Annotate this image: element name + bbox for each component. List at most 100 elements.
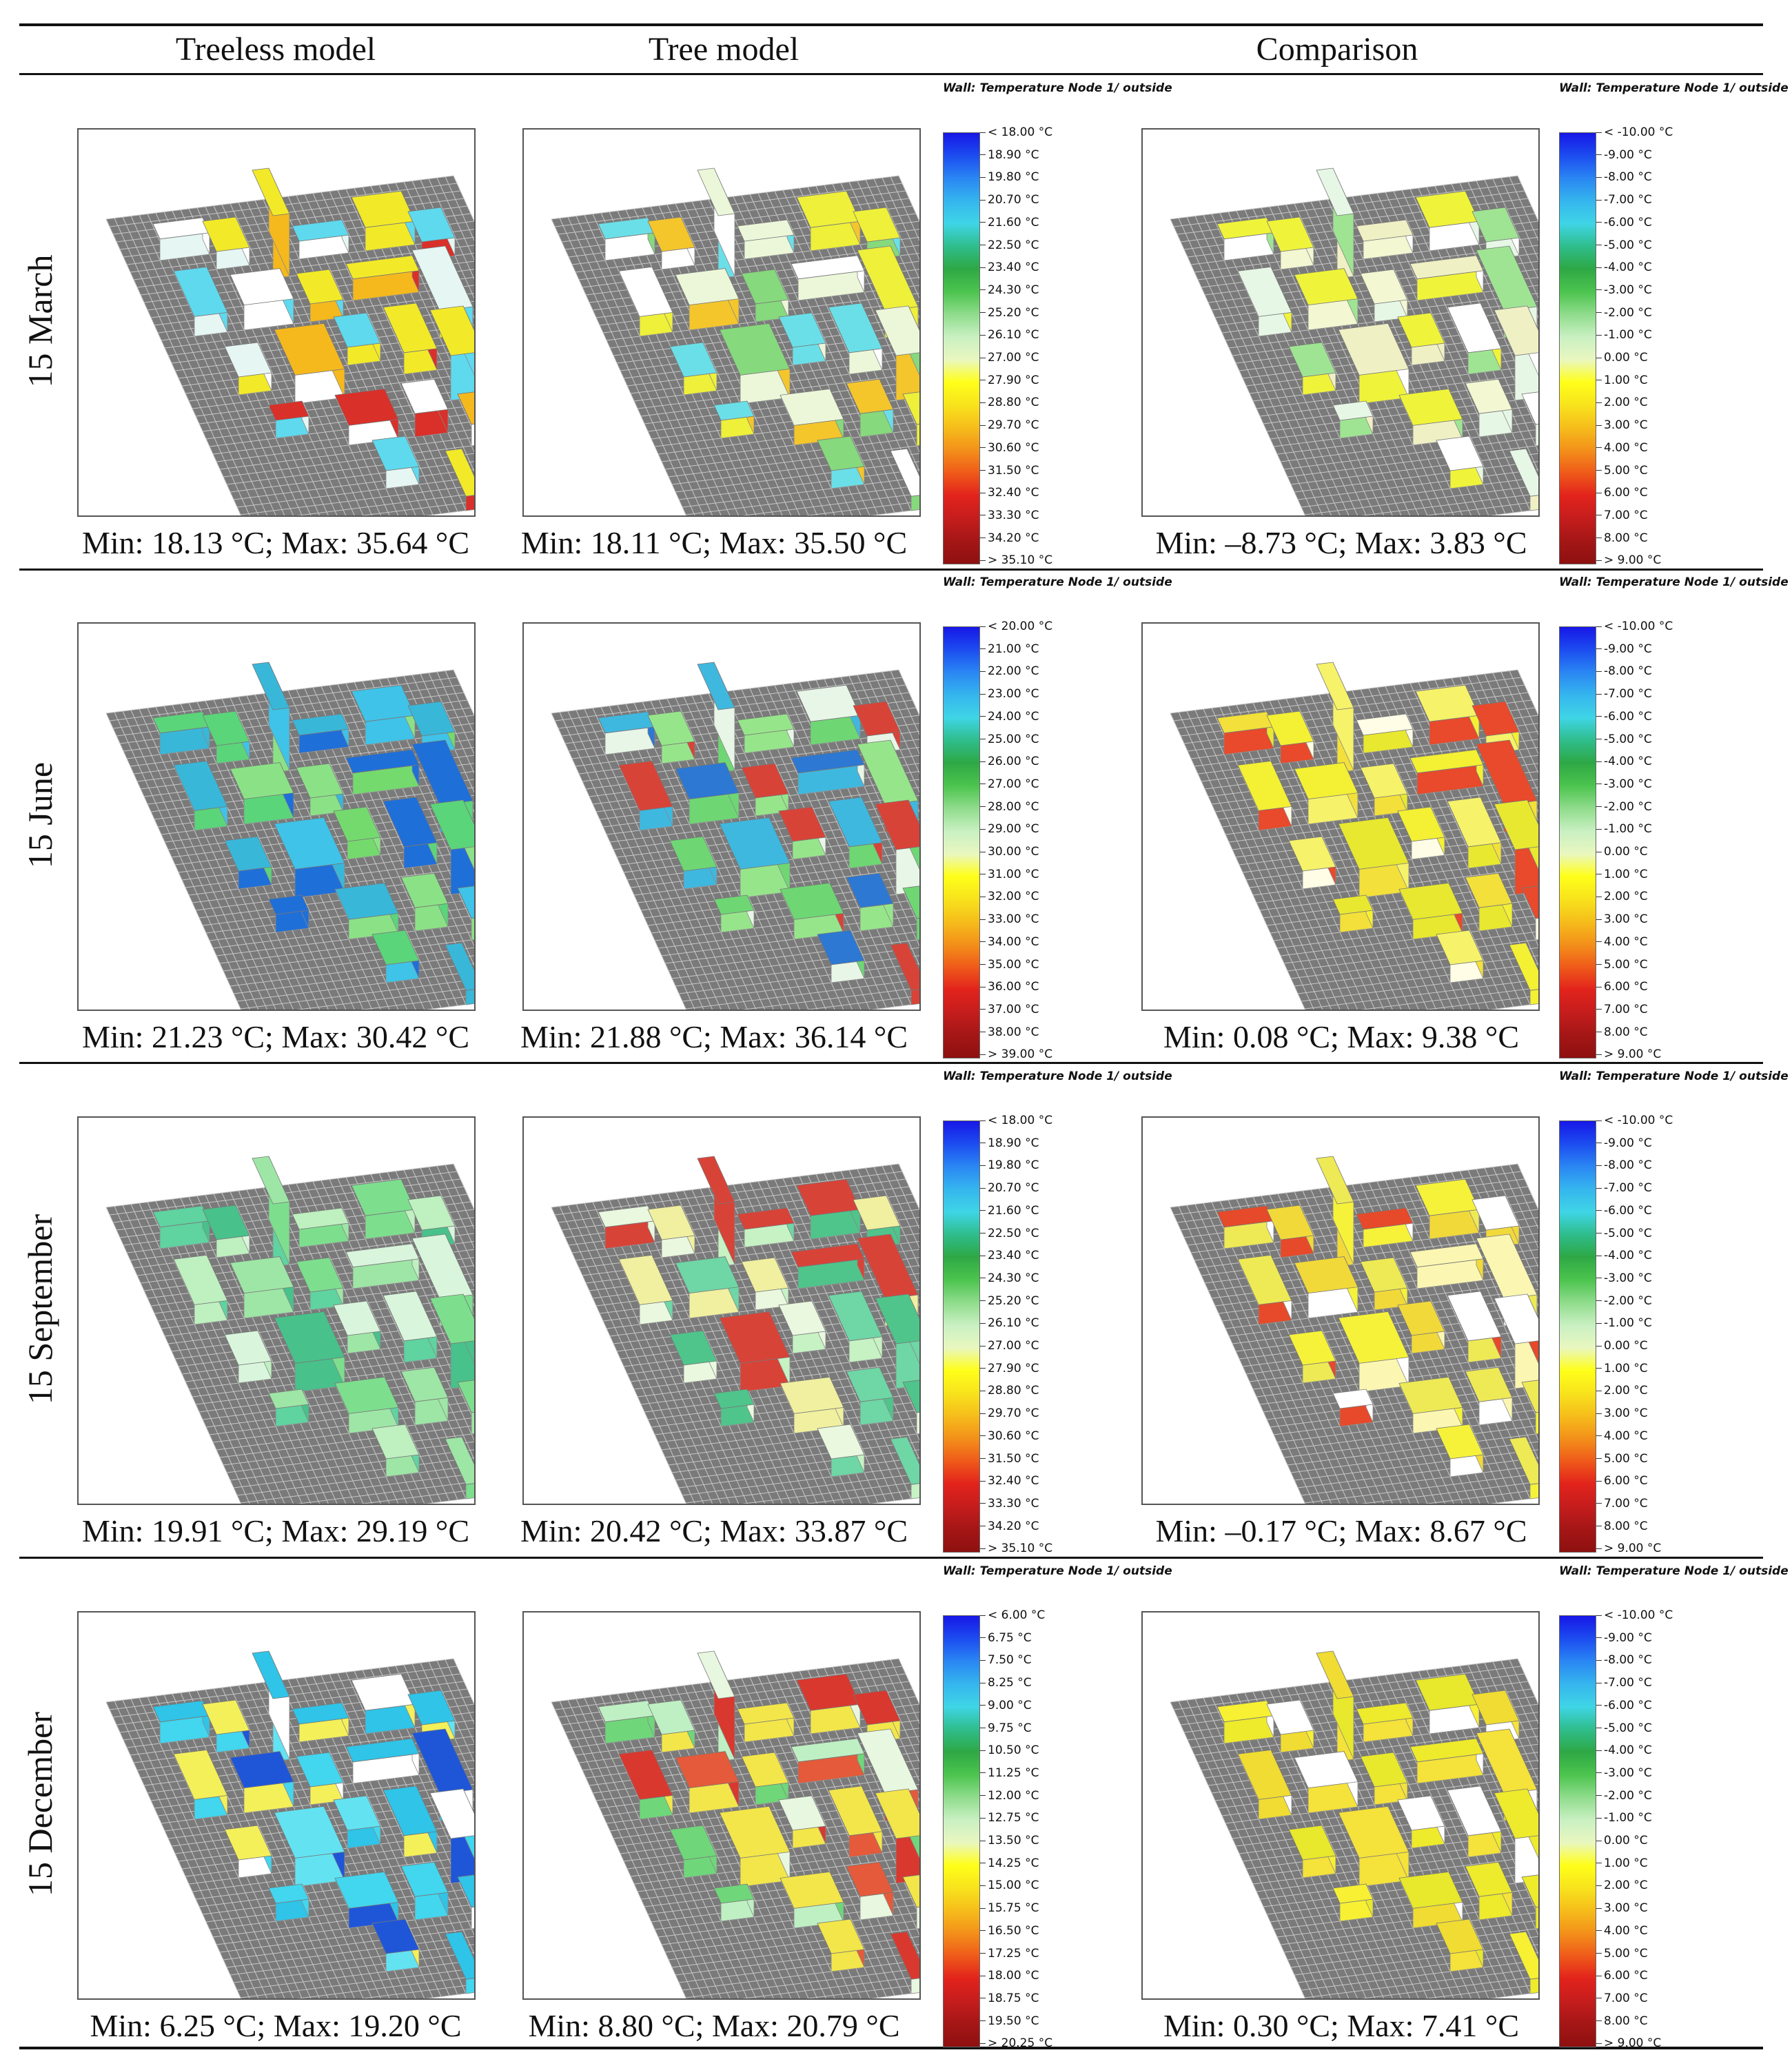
building-block <box>647 216 695 270</box>
building-block <box>252 1156 290 1267</box>
scale-tick-label: 16.50 °C <box>980 1923 1039 1938</box>
scale-tick-label: 17.25 °C <box>980 1946 1039 1961</box>
building-block <box>778 1795 826 1849</box>
scale-tick-label: -2.00 °C <box>1596 305 1652 320</box>
building-block <box>1356 1702 1414 1743</box>
row-label: 15 December <box>21 1712 59 1896</box>
building-block <box>1465 872 1513 932</box>
building-block <box>445 448 474 511</box>
scale-tick-label: 11.25 °C <box>980 1765 1039 1781</box>
building-block <box>1465 1366 1513 1426</box>
city-block-3d-view <box>105 1156 474 1504</box>
scale-tick-label: 0.00 °C <box>1596 350 1648 365</box>
scale-tick-label: 2.00 °C <box>1596 395 1648 410</box>
building-block <box>817 1918 865 1972</box>
scale-tick-label: 32.40 °C <box>980 1473 1039 1488</box>
absolute-scale-labels: < 20.00 °C 21.00 °C 22.00 °C 23.00 °C 24.00 … <box>980 619 1077 1068</box>
building-block <box>675 1256 740 1319</box>
difference-color-scale-bar <box>1559 626 1596 1058</box>
building-block <box>1356 713 1414 754</box>
difference-scale-labels: < -10.00 °C -9.00 °C -8.00 °C -7.00 °C -6.00… <box>1596 619 1693 1068</box>
building-block <box>1338 1805 1409 1887</box>
scale-tick-label: > 35.10 °C <box>980 553 1052 568</box>
difference-scale-labels: < -10.00 °C -9.00 °C -8.00 °C -7.00 °C -6.00… <box>1596 125 1693 574</box>
scale-tick-label: 9.00 °C <box>980 1698 1032 1713</box>
building-block <box>1465 378 1513 438</box>
scale-tick-label: 38.00 °C <box>980 1025 1039 1040</box>
scale-tick-label: 23.40 °C <box>980 260 1039 275</box>
building-block <box>1332 400 1374 439</box>
scale-tick-label: 15.00 °C <box>980 1878 1039 1893</box>
building-block <box>152 1700 210 1744</box>
building-block <box>1288 342 1336 396</box>
building-block <box>1332 894 1374 933</box>
legend-title: Wall: Temperature Node 1/ outside <box>943 1564 1172 1578</box>
building-block <box>333 312 381 366</box>
building-block <box>1316 1650 1354 1762</box>
scale-tick-label: 20.70 °C <box>980 192 1039 207</box>
difference-color-scale-bar <box>1559 1120 1596 1553</box>
building-block <box>902 1874 919 1929</box>
header-rule <box>19 73 1763 75</box>
scale-tick-label: 8.00 °C <box>1596 531 1648 546</box>
city-block-3d-view <box>1170 1156 1538 1504</box>
building-block <box>202 1699 250 1753</box>
scale-tick-label: > 20.25 °C <box>980 2036 1052 2051</box>
scale-tick-label: 22.00 °C <box>980 664 1039 679</box>
building-block <box>1237 1254 1292 1325</box>
building-block <box>202 216 250 270</box>
scale-tick-label: -7.00 °C <box>1596 686 1652 702</box>
scale-tick-label: 27.00 °C <box>980 777 1039 792</box>
building-block <box>1409 255 1484 301</box>
building-block <box>230 762 294 825</box>
building-block <box>1332 1389 1374 1427</box>
city-block-3d-view <box>105 662 474 1010</box>
building-block <box>383 797 438 869</box>
column-header-tree: Tree model <box>648 31 800 68</box>
building-block <box>1465 1861 1513 1921</box>
city-block-3d-view <box>1170 167 1538 515</box>
scale-tick-label: 3.00 °C <box>1596 418 1648 433</box>
building-block <box>1494 799 1538 895</box>
building-block <box>457 1874 474 1929</box>
building-block <box>445 942 474 1005</box>
scale-tick-label: 7.00 °C <box>1596 1002 1648 1017</box>
building-block <box>1266 216 1314 270</box>
building-block <box>713 400 755 439</box>
building-block <box>1494 1293 1538 1389</box>
building-block <box>1338 323 1409 405</box>
building-block <box>351 190 416 252</box>
building-block <box>737 219 795 260</box>
scale-tick-label: > 9.00 °C <box>1596 553 1661 568</box>
building-block <box>333 806 381 860</box>
scale-tick-label: 27.90 °C <box>980 1361 1039 1376</box>
scale-tick-label: -3.00 °C <box>1596 777 1652 792</box>
absolute-scale-labels: < 6.00 °C 6.75 °C 7.50 °C 8.25 °C 9.00 °C 9.7… <box>980 1608 1077 2057</box>
scale-tick-label: 23.40 °C <box>980 1248 1039 1263</box>
building-block <box>1509 448 1538 511</box>
building-block <box>828 1785 883 1858</box>
building-block <box>400 1861 449 1921</box>
row-divider-1 <box>19 569 1763 571</box>
building-block <box>1436 436 1484 489</box>
building-block <box>875 305 919 401</box>
building-block <box>1294 1751 1358 1814</box>
scale-tick-label: -4.00 °C <box>1596 1743 1652 1758</box>
building-block <box>400 378 449 438</box>
scale-tick-label: 2.00 °C <box>1596 1383 1648 1398</box>
building-block <box>292 1207 349 1248</box>
scale-tick-label: 9.75 °C <box>980 1721 1032 1736</box>
scale-tick-label: -5.00 °C <box>1596 238 1652 253</box>
row-label: 15 June <box>21 761 59 869</box>
scale-tick-label: > 39.00 °C <box>980 1047 1052 1062</box>
scale-tick-label: 28.00 °C <box>980 799 1039 815</box>
building-block <box>778 312 826 366</box>
building-block <box>817 930 865 983</box>
building-block <box>1398 1376 1463 1434</box>
scale-tick-label: 23.00 °C <box>980 686 1039 702</box>
building-block <box>780 1376 844 1434</box>
building-block <box>383 1785 438 1858</box>
building-block <box>334 882 399 940</box>
scale-tick-label: -6.00 °C <box>1596 1203 1652 1218</box>
building-block <box>1521 1874 1538 1929</box>
